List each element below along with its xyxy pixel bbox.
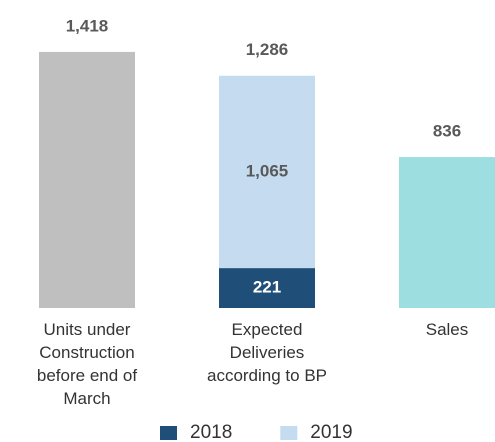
total-label: 1,286 <box>246 40 289 59</box>
data-label: 836 <box>433 122 461 141</box>
x-tick-label: Sales <box>425 320 469 339</box>
bar <box>219 268 315 308</box>
bar <box>399 157 495 308</box>
legend-label: 2019 <box>310 422 352 442</box>
bar <box>219 75 315 269</box>
bar <box>39 51 135 309</box>
legend-swatch <box>160 426 177 440</box>
data-label: 1,065 <box>246 161 289 180</box>
data-label: 1,418 <box>66 16 109 35</box>
legend-label: 2018 <box>190 422 232 442</box>
legend-swatch <box>280 426 298 440</box>
x-tick-label: Units under Construction before end of M… <box>36 320 138 408</box>
data-label: 221 <box>253 278 281 297</box>
x-tick-label: Expected Deliveries according to BP <box>206 320 327 385</box>
